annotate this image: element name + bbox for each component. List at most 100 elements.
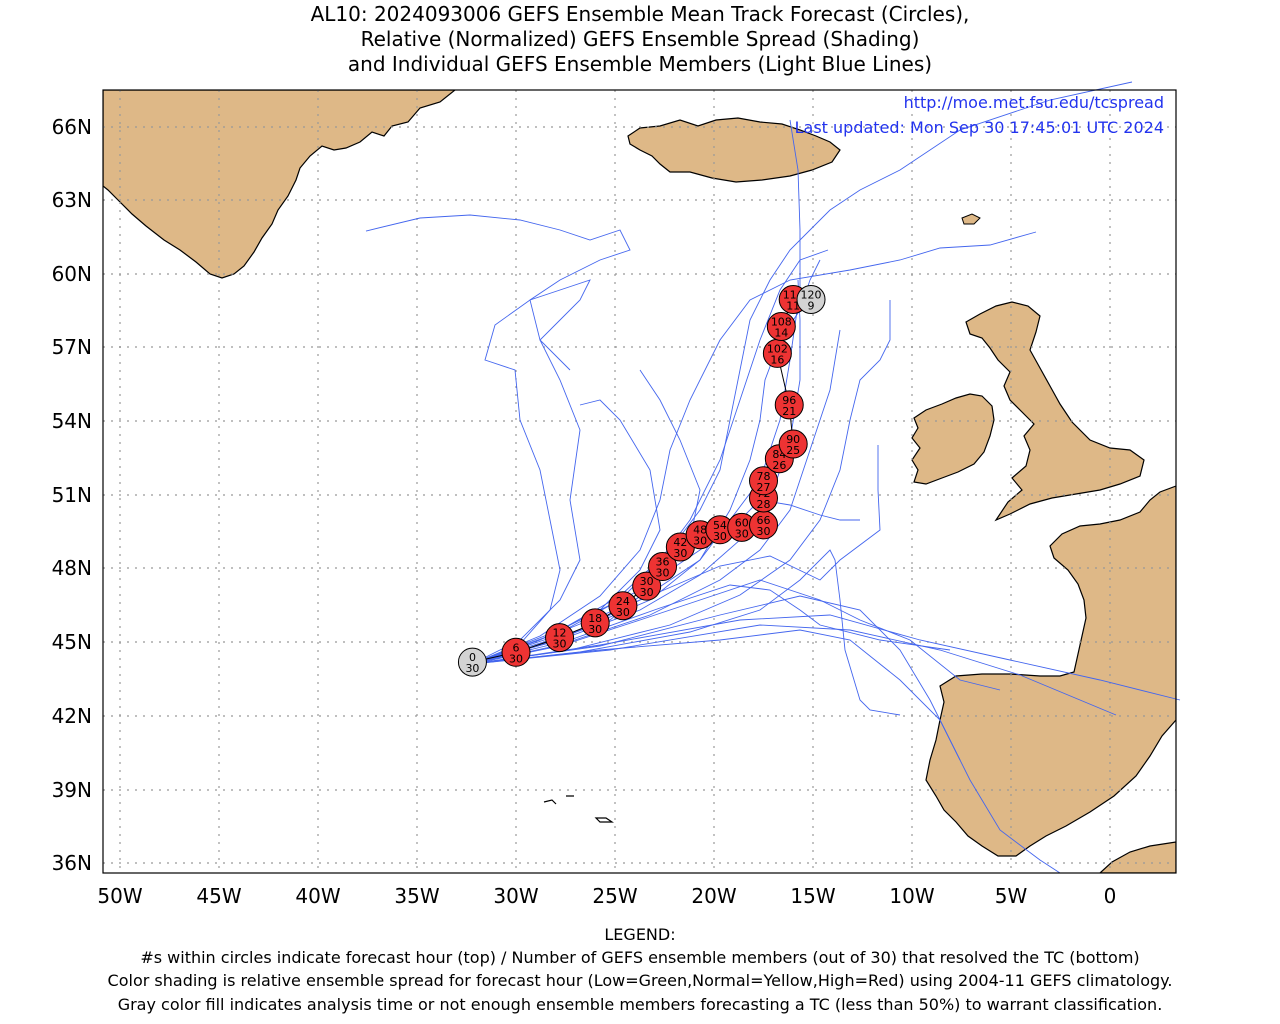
member-track <box>471 300 891 665</box>
track-members-label: 30 <box>616 606 630 619</box>
member-track <box>471 549 901 716</box>
lon-label: 20W <box>691 884 736 908</box>
legend-heading: LEGEND: <box>604 925 676 944</box>
member-track <box>365 214 631 665</box>
lon-label: 10W <box>889 884 934 908</box>
iceland-land <box>627 117 841 183</box>
track-hour-label: 24 <box>616 595 630 608</box>
lat-label: 54N <box>52 409 92 433</box>
track-members-label: 30 <box>713 530 727 543</box>
track-hour-label: 36 <box>656 556 670 569</box>
lon-label: 50W <box>97 884 142 908</box>
credit-url[interactable]: http://moe.met.fsu.edu/tcspread <box>904 93 1164 112</box>
track-hour-label: 6 <box>513 641 520 654</box>
track-circle-fill <box>648 552 678 582</box>
track-members-label: 16 <box>770 353 784 366</box>
track-members-label: 9 <box>808 300 815 313</box>
lat-label: 36N <box>52 851 92 875</box>
track-circle-fill <box>632 571 662 601</box>
track-members-label: 11 <box>786 300 800 313</box>
track-hour-label: 42 <box>673 536 687 549</box>
graticule <box>103 90 1176 873</box>
legend-line-1: #s within circles indicate forecast hour… <box>140 948 1140 967</box>
lon-label: 40W <box>295 884 340 908</box>
track-hour-label: 78 <box>757 470 771 483</box>
track-members-label: 30 <box>735 527 749 540</box>
track-members-label: 30 <box>757 525 771 538</box>
track-circle: 030 <box>457 647 487 677</box>
track-members-label: 30 <box>673 547 687 560</box>
track-circle-fill <box>766 311 796 341</box>
track-members-label: 30 <box>656 567 670 580</box>
track-members-label: 28 <box>757 498 771 511</box>
track-members-label: 30 <box>553 638 567 651</box>
track-hour-label: 120 <box>801 289 822 302</box>
track-circle: 630 <box>501 637 531 667</box>
lon-label: 15W <box>790 884 835 908</box>
title-line-2: Relative (Normalized) GEFS Ensemble Spre… <box>360 27 920 51</box>
lat-label: 63N <box>52 188 92 212</box>
track-members-label: 27 <box>757 481 771 494</box>
track-members-label: 30 <box>465 662 479 675</box>
lon-label: 0 <box>1104 884 1117 908</box>
lat-label: 51N <box>52 483 92 507</box>
track-circle-fill <box>749 466 778 496</box>
member-track <box>471 595 961 761</box>
faroe-islands <box>961 213 981 225</box>
lon-label: 45W <box>196 884 241 908</box>
track-circle-fill <box>545 623 575 653</box>
lon-label: 35W <box>394 884 439 908</box>
lon-label: 30W <box>493 884 538 908</box>
track-hour-label: 30 <box>640 575 654 588</box>
track-circle-fill <box>457 647 487 677</box>
europe-mainland <box>925 485 1176 857</box>
lat-label: 48N <box>52 556 92 580</box>
credit-updated: Last updated: Mon Sep 30 17:45:01 UTC 20… <box>795 118 1164 137</box>
track-circle-fill <box>774 390 804 420</box>
lat-label: 39N <box>52 778 92 802</box>
track-members-label: 30 <box>693 535 707 548</box>
track-hour-label: 96 <box>782 394 796 407</box>
lat-label: 42N <box>52 704 92 728</box>
member-track <box>471 624 1117 716</box>
mean-track: 0306301230183024303030363042304830543060… <box>457 285 826 677</box>
lat-label: 57N <box>52 335 92 359</box>
lat-label: 60N <box>52 262 92 286</box>
track-hour-label: 18 <box>588 612 602 625</box>
track-members-label: 30 <box>509 652 523 665</box>
legend-line-3: Gray color fill indicates analysis time … <box>117 995 1163 1014</box>
ireland-land <box>911 393 995 485</box>
track-hour-label: 90 <box>786 433 800 446</box>
member-track <box>471 614 1181 701</box>
map-frame <box>102 89 1177 874</box>
lat-label: 45N <box>52 630 92 654</box>
track-members-label: 30 <box>640 586 654 599</box>
track-hour-label: 60 <box>735 516 749 529</box>
africa-corner <box>1099 841 1176 873</box>
track-circle-fill <box>778 429 808 459</box>
land-masses <box>103 90 1176 873</box>
greenland-land <box>103 90 456 279</box>
track-members-label: 30 <box>588 623 602 636</box>
track-hour-label: 0 <box>469 651 476 664</box>
great-britain-land <box>965 301 1145 522</box>
track-hour-label: 12 <box>553 627 567 640</box>
lon-label: 5W <box>995 884 1028 908</box>
track-members-label: 26 <box>772 459 786 472</box>
azores-islands <box>543 795 614 823</box>
track-hour-label: 54 <box>713 519 727 532</box>
track-members-label: 21 <box>782 405 796 418</box>
